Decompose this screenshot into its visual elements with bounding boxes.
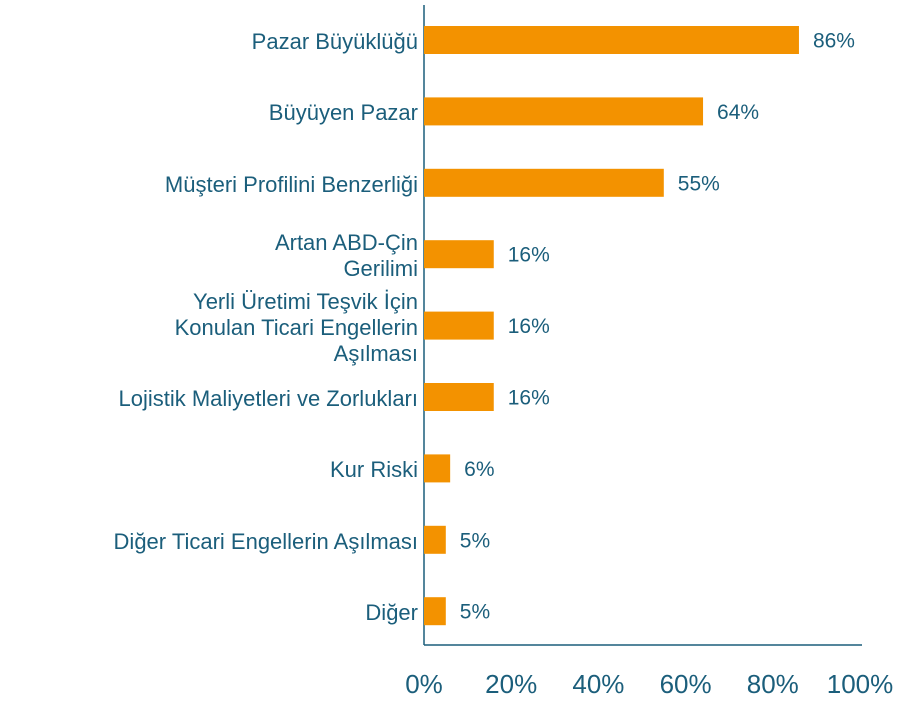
value-label: 86% [813, 30, 855, 53]
bar [424, 383, 494, 411]
category-label: Yerli Üretimi Teşvik İçin Konulan Ticari… [174, 288, 418, 366]
bar [424, 240, 494, 269]
category-label: Müşteri Profilini Benzerliği [164, 171, 418, 197]
x-tick-label: 100% [827, 669, 894, 699]
value-label: 64% [717, 101, 759, 124]
value-label: 16% [508, 244, 550, 267]
bar [424, 597, 446, 626]
x-tick-label: 0% [405, 669, 443, 699]
category-label: Diğer [365, 600, 418, 626]
value-label: 16% [508, 387, 550, 410]
category-label: Kur Riski [329, 457, 418, 483]
x-tick-label: 60% [660, 669, 712, 699]
value-label: 16% [508, 315, 550, 338]
bar [424, 26, 799, 54]
bar [424, 97, 704, 126]
value-label: 5% [460, 529, 490, 552]
category-label: Diğer Ticari Engellerin Aşılması [113, 528, 418, 554]
bar [424, 311, 494, 340]
x-tick-label: 80% [747, 669, 799, 699]
category-label: Artan ABD-Çin Gerilimi [274, 230, 418, 282]
x-tick-label: 20% [485, 669, 537, 699]
x-tick-label: 40% [572, 669, 624, 699]
bar [424, 168, 664, 197]
value-label: 5% [460, 601, 490, 624]
value-label: 55% [678, 172, 720, 195]
category-label: Büyüyen Pazar [268, 100, 418, 126]
category-label: Pazar Büyüklüğü [251, 29, 418, 54]
value-label: 6% [464, 458, 494, 481]
bar [424, 454, 451, 483]
bar [424, 525, 446, 554]
category-label: Lojistik Maliyetleri ve Zorlukları [118, 386, 418, 411]
